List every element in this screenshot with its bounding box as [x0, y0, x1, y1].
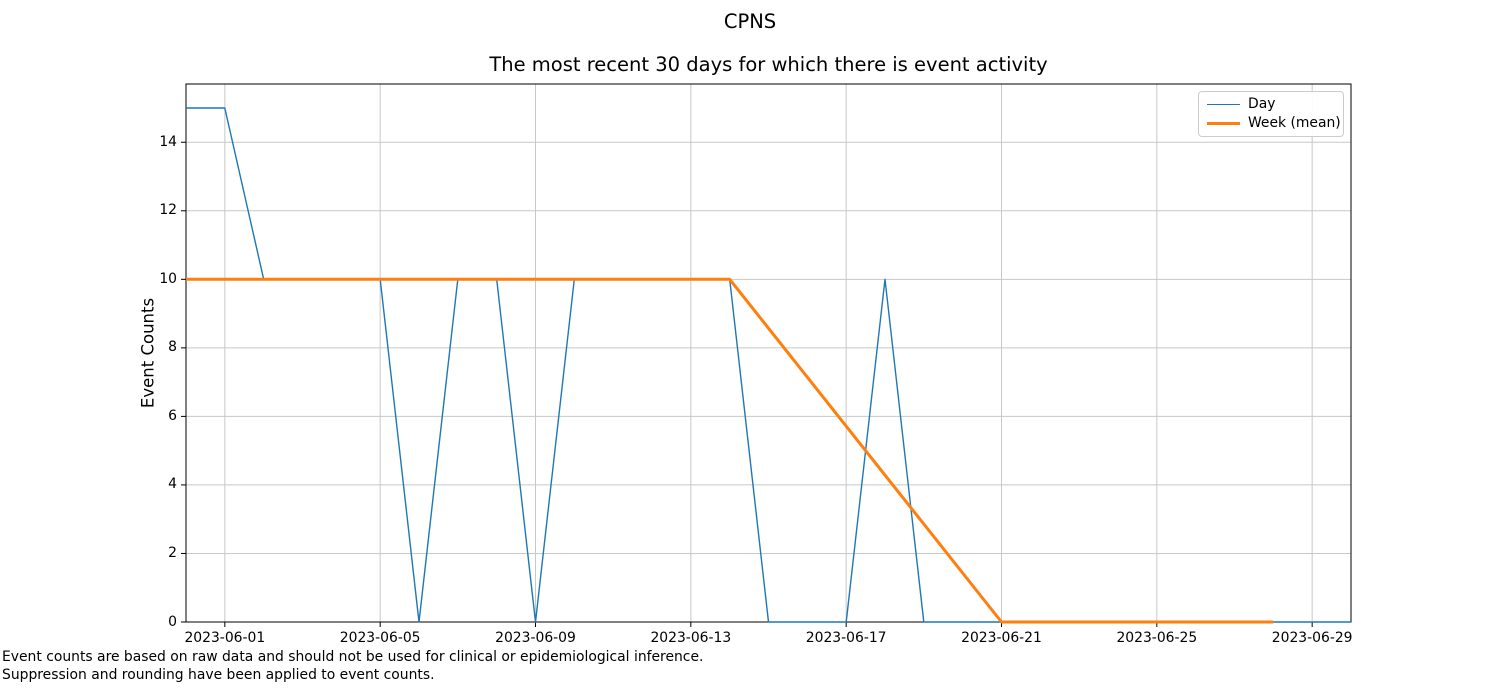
footnote-line-1: Event counts are based on raw data and s… — [2, 649, 704, 665]
x-tick-label: 2023-06-13 — [650, 630, 732, 646]
axes-title: The most recent 30 days for which there … — [489, 53, 1048, 76]
x-tick-label: 2023-06-21 — [961, 630, 1042, 646]
y-tick-label: 14 — [159, 133, 177, 150]
y-tick-label: 8 — [168, 339, 177, 356]
y-tick-label: 10 — [159, 270, 177, 287]
x-tick-label: 2023-06-05 — [339, 630, 421, 646]
legend-label-day: Day — [1248, 96, 1276, 112]
x-tick-label: 2023-06-01 — [184, 630, 266, 646]
day-line-swatch — [1207, 104, 1240, 105]
legend-label-week-mean: Week (mean) — [1248, 115, 1341, 131]
legend: Day Week (mean) — [1198, 91, 1344, 137]
y-axis-tick-labels: 0 2 4 6 8 10 12 14 — [0, 0, 177, 700]
y-tick-label: 2 — [168, 544, 177, 561]
footnote-line-2: Suppression and rounding have been appli… — [2, 666, 435, 683]
series-line-day — [186, 107, 1351, 623]
y-tick-label: 12 — [159, 202, 177, 219]
x-tick-label: 2023-06-17 — [805, 630, 887, 646]
legend-item-day: Day — [1207, 95, 1337, 114]
y-tick-label: 6 — [168, 407, 177, 424]
y-tick-label: 0 — [168, 613, 177, 630]
x-axis-tick-labels: 2023-06-01 2023-06-05 2023-06-09 2023-06-13… — [0, 630, 1500, 650]
axes-border — [185, 83, 1352, 623]
footnotes: Event counts are based on raw data and s… — [2, 649, 703, 684]
series-line-week-mean- — [186, 277, 1274, 624]
x-tick-label: 2023-06-25 — [1116, 630, 1198, 646]
legend-item-week-mean: Week (mean) — [1207, 114, 1341, 133]
figure-title: CPNS — [723, 10, 777, 33]
x-tick-label: 2023-06-29 — [1271, 630, 1353, 646]
week-mean-line-swatch — [1207, 122, 1240, 125]
x-tick-label: 2023-06-09 — [495, 630, 576, 646]
y-tick-label: 4 — [168, 476, 177, 493]
